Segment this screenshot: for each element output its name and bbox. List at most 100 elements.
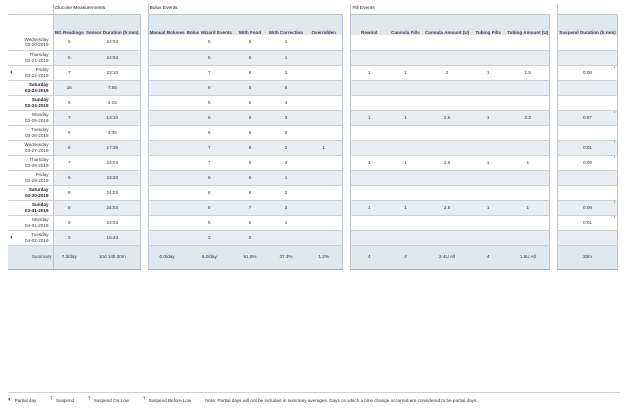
day-date-cell: Tuesday 03-26-2019 [8, 125, 53, 141]
summary-suspend-duration: 33m [557, 244, 618, 270]
cell-overridden [304, 185, 344, 201]
cell-with-correction [266, 230, 305, 246]
cell-tubing-fills-value: 1 [486, 159, 490, 165]
date-label: 03-24-2019 [25, 102, 49, 108]
cell-suspend-duration [557, 185, 618, 201]
cell-with-correction: 5 [266, 80, 305, 96]
summary-bg-readings: 7.3/day [52, 244, 85, 270]
day-date-cell: ◐ Tuesday 04-02-2019 [8, 230, 53, 246]
cell-with-food: 6 [232, 110, 267, 126]
cell-with-correction: 1 [266, 215, 305, 231]
cell-with-food-value: 5 [248, 54, 252, 60]
cell-bg-readings-value: 8 [67, 204, 71, 210]
cell-sensor-duration: 24:03 [85, 50, 141, 66]
cell-cannula-amount [423, 35, 471, 51]
cell-manual-boluses [147, 80, 186, 96]
cell-bg-readings-value: 2 [67, 234, 71, 240]
cell-tubing-amount: 1.5 [506, 65, 551, 81]
cell-tubing-amount [506, 95, 551, 111]
cell-tubing-amount-value: 1 [526, 159, 530, 165]
cell-tubing-amount [506, 215, 551, 231]
cell-bolus-wizard-value: 5 [207, 99, 211, 105]
weekday-label: Wednesday [24, 37, 49, 43]
cell-manual-boluses [147, 140, 186, 156]
cell-cannula-fills [386, 35, 424, 51]
weekday-label: Monday [32, 217, 49, 223]
cell-cannula-amount-value: 2.5 [443, 159, 451, 165]
table-row: Monday 04-01-2019 5 24:03 5 5 1 0:01 ᵀ [8, 215, 618, 231]
cell-tubing-fills-value: 1 [486, 114, 490, 120]
cell-suspend-duration-value: 0:01 [583, 219, 592, 225]
cell-manual-boluses [147, 155, 186, 171]
cell-tubing-amount [506, 230, 551, 246]
cell-manual-boluses [147, 110, 186, 126]
cell-with-food-value: 7 [248, 204, 252, 210]
cell-with-food-value: 6 [248, 174, 252, 180]
cell-bg-readings: 9 [52, 125, 85, 141]
summary-overridden: 1.2% [304, 244, 344, 270]
cell-bolus-wizard-value: 5 [207, 54, 211, 60]
legend: ◐ Partial day ᵀ Suspend ᵀ Suspend On Low… [8, 392, 620, 403]
cell-bg-readings-value: 6 [67, 189, 71, 195]
table-row: Tuesday 03-26-2019 9 4:45 6 6 5 [8, 125, 618, 141]
cell-cannula-amount: 2.5 [423, 155, 471, 171]
weekday-label: Saturday [28, 187, 49, 193]
cell-suspend-duration-value: 0:09 [583, 159, 592, 165]
cell-rewind: 1 [350, 65, 387, 81]
suspend-icon: ᵀ [613, 215, 616, 221]
cell-cannula-fills [386, 170, 424, 186]
cell-cannula-fills-value: 1 [404, 204, 407, 210]
cell-tubing-fills: 1 [470, 155, 507, 171]
cell-suspend-duration-value: 0:07 [583, 114, 592, 120]
cell-manual-boluses [147, 170, 186, 186]
cell-suspend-duration-value: 0:08 [583, 69, 592, 75]
cell-overridden [304, 80, 344, 96]
cell-cannula-amount-value: 2.5 [443, 114, 451, 120]
weekday-label: Saturday [28, 82, 49, 88]
weekday-label: Tuesday [31, 127, 49, 133]
legend-note-text: Note: Partial days will not be included … [205, 397, 478, 403]
cell-bolus-wizard-value: 6 [207, 84, 211, 90]
cell-bolus-wizard-value: 5 [207, 219, 211, 225]
weekday-label: Friday [35, 172, 49, 178]
cell-with-correction-value: 1 [284, 174, 288, 180]
cell-tubing-amount: 1 [506, 200, 551, 216]
suspend-icon: ᵀ [50, 397, 53, 403]
cell-bolus-wizard-value: 5 [207, 39, 211, 45]
weekly-summary-table: Glucose Measurements Bolus Events Fill E… [8, 4, 618, 270]
summary-label: Summary [8, 244, 53, 270]
suspend-icon: ᵀ [613, 110, 616, 116]
cell-bg-readings: 16 [52, 80, 85, 96]
cell-bolus-wizard-value: 7 [207, 144, 211, 150]
cell-cannula-amount [423, 80, 471, 96]
cell-overridden [304, 110, 344, 126]
date-column-header [8, 15, 53, 36]
cell-sensor-duration: 24:03 [85, 155, 141, 171]
cell-bolus-wizard-value: 6 [207, 114, 211, 120]
col-with-food: With Food [232, 14, 267, 35]
cell-bg-readings: 6 [52, 185, 85, 201]
cell-tubing-amount-value: 1.5 [524, 69, 531, 75]
cell-overridden [304, 35, 344, 51]
cell-bg-readings-value: 6 [67, 99, 71, 105]
col-suspend-duration: Suspend Duration (h:mm) [557, 14, 618, 35]
date-label: 03-22-2019 [25, 72, 49, 78]
day-date-cell: Thursday 03-21-2019 [8, 50, 53, 66]
cell-bolus-wizard-value: 6 [207, 189, 211, 195]
cell-with-food-value: 2 [248, 234, 252, 240]
cell-suspend-duration [557, 35, 618, 51]
cell-cannula-amount: 2 [423, 65, 471, 81]
cell-with-correction-value: 3 [284, 159, 288, 165]
table-row: Wednesday 03-27-2019 8 17:35 7 6 2 1 0:01 ᵀ [8, 140, 618, 156]
cell-tubing-fills-value: 1 [486, 69, 490, 75]
cell-bolus-wizard-value: 2 [207, 234, 211, 240]
cell-sensor-duration-value: 4:45 [107, 129, 117, 135]
cell-bg-readings-value: 5 [67, 39, 71, 45]
cell-bolus-wizard: 5 [185, 35, 233, 51]
cell-with-correction: 2 [266, 200, 305, 216]
col-cannula-fills: Cannula Fills [386, 14, 424, 35]
date-label: 04-02-2019 [25, 237, 49, 243]
table-row: ◐ Friday 03-22-2019 7 23:10 7 6 1 1 1 2 1 1.5 0:08 ᵀ [8, 65, 618, 81]
cell-suspend-duration [557, 170, 618, 186]
group-glucose-measurements: Glucose Measurements [52, 4, 141, 15]
